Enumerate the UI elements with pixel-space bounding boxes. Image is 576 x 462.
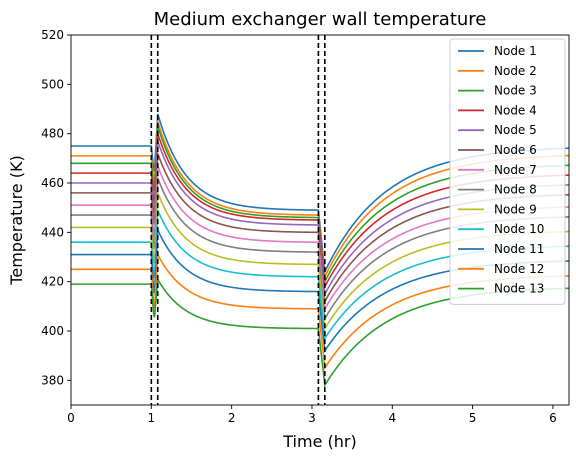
y-axis-label: Temperature (K) — [7, 155, 26, 285]
y-tick-label: 420 — [41, 275, 64, 289]
legend-label: Node 3 — [494, 84, 537, 98]
axes-frame — [70, 34, 570, 406]
y-tick-label: 380 — [41, 373, 64, 387]
legend-label: Node 11 — [494, 242, 544, 256]
legend-label: Node 13 — [494, 282, 544, 296]
chart-title: Medium exchanger wall temperature — [154, 9, 487, 30]
x-axis-label: Time (hr) — [282, 432, 356, 451]
legend-label: Node 1 — [494, 44, 537, 58]
x-tick-label: 4 — [388, 411, 396, 425]
legend-label: Node 10 — [494, 222, 544, 236]
legend-label: Node 2 — [494, 64, 537, 78]
x-tick-label: 2 — [228, 411, 236, 425]
y-tick-label: 520 — [41, 28, 64, 42]
legend-label: Node 7 — [494, 163, 537, 177]
y-tick-label: 400 — [41, 324, 64, 338]
x-tick-label: 6 — [549, 411, 557, 425]
legend-label: Node 9 — [494, 202, 537, 216]
x-tick-label: 1 — [148, 411, 156, 425]
y-tick-label: 460 — [41, 176, 64, 190]
legend-label: Node 8 — [494, 183, 537, 197]
legend-label: Node 5 — [494, 123, 537, 137]
x-tick-label: 5 — [469, 411, 477, 425]
legend-label: Node 4 — [494, 103, 537, 117]
y-tick-label: 480 — [41, 127, 64, 141]
legend-label: Node 6 — [494, 143, 537, 157]
legend: Node 1 Node 2 Node 3 Node 4 Node 5 Node 6 Node… — [449, 38, 566, 305]
legend-label: Node 12 — [494, 262, 544, 276]
x-tick-label: 0 — [67, 411, 75, 425]
y-tick-label: 440 — [41, 225, 64, 239]
x-tick-label: 3 — [308, 411, 316, 425]
legend-box — [449, 38, 566, 305]
y-tick-label: 500 — [41, 77, 64, 91]
